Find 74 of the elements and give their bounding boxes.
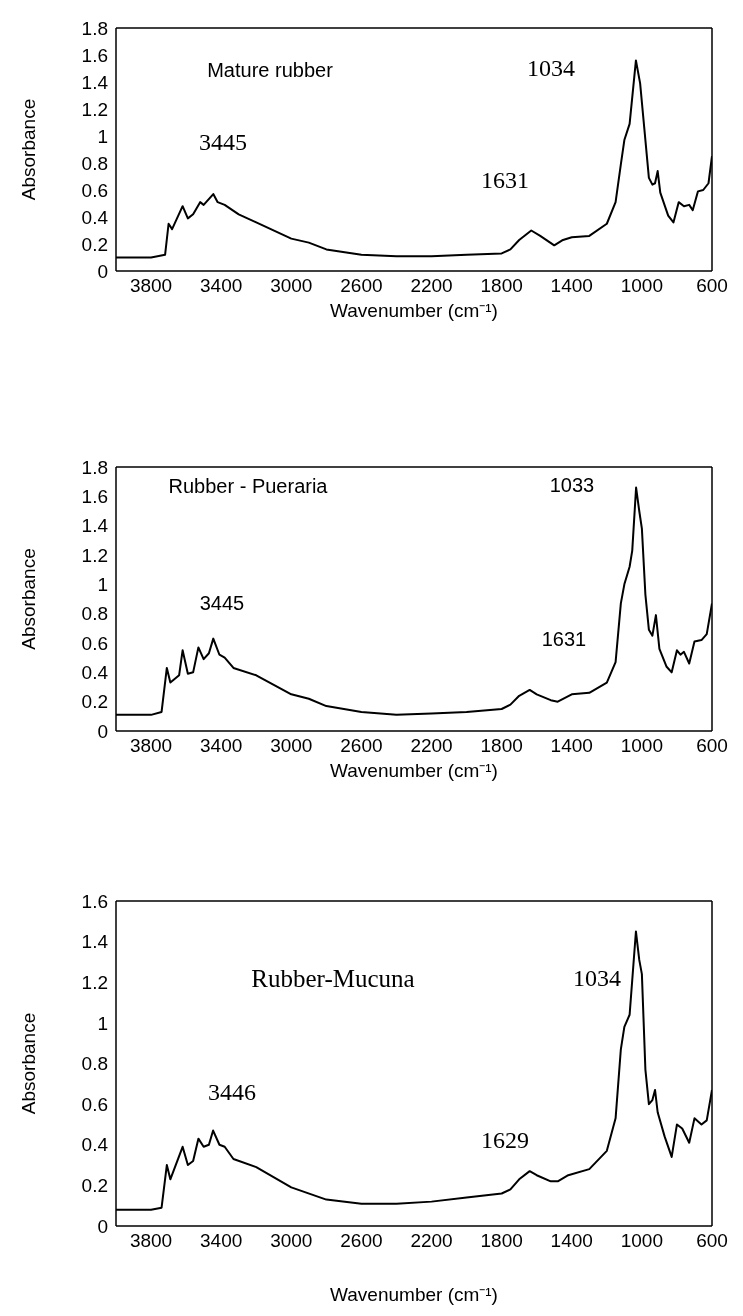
x-tick-label: 2600 (340, 735, 383, 757)
y-axis-title: Absorbance (17, 548, 39, 650)
annotation: Rubber-Mucuna (251, 964, 415, 992)
y-tick-label: 1 (97, 1012, 108, 1034)
annotation: 1034 (527, 55, 575, 81)
y-tick-label: 0.6 (81, 632, 108, 654)
x-axis-title: Wavenumber (cm⁻¹) (330, 300, 498, 321)
x-tick-label: 2600 (340, 1230, 383, 1252)
y-tick-label: 0.8 (81, 1053, 108, 1075)
y-tick-label: 0.2 (81, 691, 108, 713)
x-tick-label: 3400 (200, 735, 243, 757)
x-tick-label: 3800 (129, 735, 173, 757)
annotation: 1631 (541, 628, 587, 650)
annotation: Mature rubber (207, 59, 333, 81)
x-tick-label: 600 (696, 735, 728, 757)
annotation: 1629 (481, 1127, 529, 1153)
y-tick-label: 0 (97, 720, 108, 742)
y-tick-label: 1.6 (81, 890, 108, 912)
x-tick-label: 3400 (200, 1230, 243, 1252)
x-tick-label: 1000 (620, 735, 664, 757)
y-tick-label: 1 (97, 574, 108, 596)
x-tick-label: 3000 (270, 1230, 313, 1252)
y-tick-label: 1.6 (81, 486, 108, 508)
y-tick-label: 0.4 (81, 662, 109, 684)
x-tick-label: 1400 (550, 275, 593, 297)
y-tick-label: 1.8 (81, 456, 108, 478)
y-tick-label: 0.6 (81, 179, 108, 201)
annotation: 3446 (208, 1079, 256, 1105)
y-tick-label: 1.4 (81, 515, 109, 537)
y-tick-label: 1.4 (81, 71, 109, 93)
y-tick-label: 1.2 (81, 98, 108, 120)
x-tick-label: 1400 (550, 735, 593, 757)
x-tick-label: 3800 (129, 275, 173, 297)
x-tick-label: 600 (696, 275, 728, 297)
x-axis-title: Wavenumber (cm⁻¹) (330, 760, 498, 781)
x-tick-label: 2200 (410, 275, 453, 297)
y-tick-label: 0.8 (81, 603, 108, 625)
x-tick-label: 600 (696, 1230, 728, 1252)
y-tick-label: 1 (97, 125, 108, 147)
x-tick-label: 1800 (480, 735, 523, 757)
y-tick-label: 1.2 (81, 544, 108, 566)
y-axis-title: Absorbance (17, 98, 39, 201)
annotation: 1034 (573, 965, 621, 991)
y-tick-label: 0.2 (81, 233, 108, 255)
x-tick-label: 2200 (410, 1230, 453, 1252)
y-tick-label: 0.4 (81, 1134, 109, 1156)
y-tick-label: 0.6 (81, 1093, 108, 1115)
y-tick-label: 1.6 (81, 44, 108, 66)
x-tick-label: 3800 (129, 1230, 173, 1252)
x-tick-label: 1000 (620, 275, 664, 297)
y-axis-title: Absorbance (17, 1012, 39, 1115)
annotation: 1631 (481, 167, 529, 193)
x-tick-label: 3000 (270, 735, 313, 757)
y-tick-label: 0 (97, 1215, 108, 1237)
y-tick-label: 0.4 (81, 206, 109, 228)
annotation: Rubber - Pueraria (168, 475, 328, 497)
annotation: 1033 (549, 474, 595, 496)
x-tick-label: 1400 (550, 1230, 593, 1252)
x-tick-label: 1800 (480, 275, 523, 297)
x-tick-label: 2200 (410, 735, 453, 757)
x-tick-label: 3400 (200, 275, 243, 297)
x-tick-label: 1800 (480, 1230, 523, 1252)
y-tick-label: 1.4 (81, 931, 109, 953)
y-tick-label: 0.8 (81, 152, 108, 174)
y-tick-label: 0 (97, 260, 108, 282)
x-tick-label: 3000 (270, 275, 313, 297)
annotation: 3445 (199, 129, 247, 155)
x-tick-label: 2600 (340, 275, 383, 297)
x-tick-label: 1000 (620, 1230, 664, 1252)
annotation: 3445 (199, 592, 245, 614)
x-axis-title: Wavenumber (cm⁻¹) (330, 1284, 498, 1305)
y-tick-label: 0.2 (81, 1175, 108, 1197)
y-tick-label: 1.2 (81, 971, 108, 993)
y-tick-label: 1.8 (81, 17, 108, 39)
